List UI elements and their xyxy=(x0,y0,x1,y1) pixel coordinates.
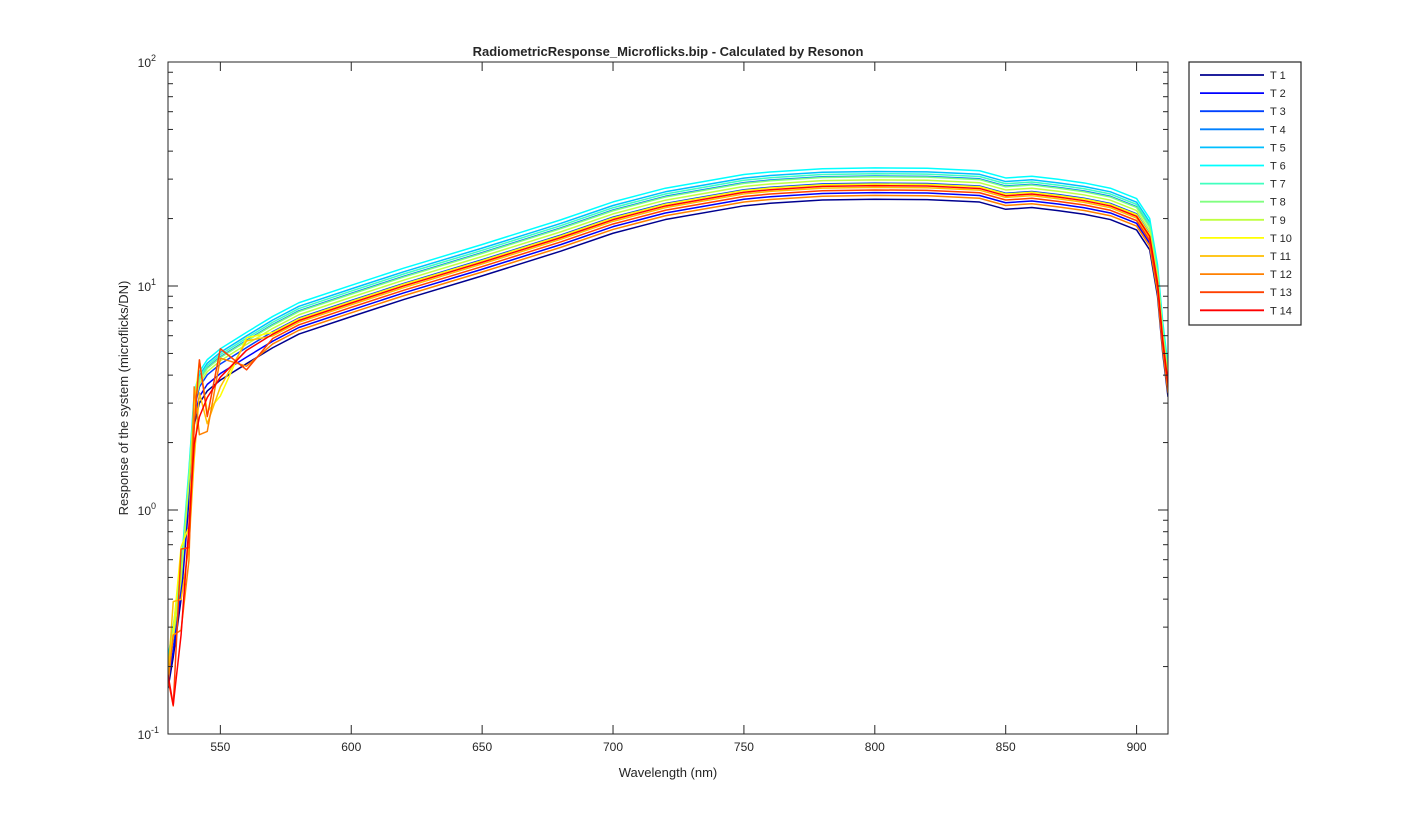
series-line-1 xyxy=(168,198,1168,689)
y-tick-label: 10 xyxy=(138,728,152,742)
series-line-12 xyxy=(168,194,1168,685)
y-axis-label: Response of the system (microflicks/DN) xyxy=(116,281,131,516)
x-tick-label: 750 xyxy=(734,740,754,754)
plot-frame xyxy=(167,61,1169,735)
series-line-5 xyxy=(168,170,1168,661)
legend-label: T 5 xyxy=(1270,142,1286,154)
x-tick-label: 850 xyxy=(996,740,1016,754)
y-tick-label: 10 xyxy=(138,56,152,70)
chart-title: RadiometricResponse_Microflicks.bip - Ca… xyxy=(473,44,864,59)
legend-label: T 11 xyxy=(1270,251,1291,263)
series-line-14 xyxy=(168,184,1168,706)
y-tick-label: 10 xyxy=(138,280,152,294)
x-tick-label: 600 xyxy=(341,740,361,754)
series-line-6 xyxy=(168,167,1168,658)
legend-label: T 12 xyxy=(1270,269,1292,281)
y-tick-exponent: -1 xyxy=(151,725,159,735)
legend-label: T 1 xyxy=(1270,70,1286,82)
series-line-11 xyxy=(168,186,1168,677)
legend-label: T 2 xyxy=(1270,88,1286,100)
x-axis-label: Wavelength (nm) xyxy=(619,765,718,780)
legend-label: T 13 xyxy=(1270,287,1292,299)
y-tick-exponent: 1 xyxy=(151,277,156,287)
x-tick-label: 700 xyxy=(603,740,623,754)
x-tick-label: 650 xyxy=(472,740,492,754)
legend: T 1 T 2 T 3 T 4 T 5 T 6 T 7 T 8 T 9 T 10 T 11 T 12 T… xyxy=(1188,61,1302,326)
legend-label: T 9 xyxy=(1270,215,1286,227)
legend-label: T 14 xyxy=(1270,305,1292,317)
x-tick-label: 900 xyxy=(1127,740,1147,754)
y-tick-exponent: 2 xyxy=(151,53,156,63)
series-line-2 xyxy=(168,191,1168,682)
legend-label: T 4 xyxy=(1270,124,1286,136)
legend-label: T 6 xyxy=(1270,161,1286,173)
legend-label: T 7 xyxy=(1270,179,1286,191)
x-tick-label: 550 xyxy=(210,740,230,754)
y-tick-exponent: 0 xyxy=(151,501,156,511)
x-tick-label: 800 xyxy=(865,740,885,754)
y-tick-label: 10 xyxy=(138,504,152,518)
legend-label: T 8 xyxy=(1270,197,1286,209)
legend-box xyxy=(1188,61,1302,326)
legend-label: T 10 xyxy=(1270,233,1292,245)
legend-label: T 3 xyxy=(1270,106,1286,118)
plot-area xyxy=(168,167,1168,707)
series-line-13 xyxy=(168,189,1168,707)
